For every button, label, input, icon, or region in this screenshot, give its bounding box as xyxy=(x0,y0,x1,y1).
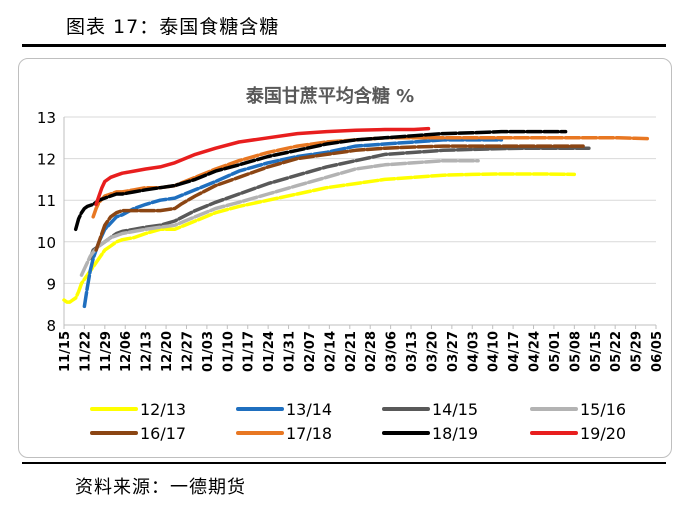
series-line-13-14 xyxy=(82,138,504,309)
x-tick-label: 04/17 xyxy=(507,331,522,372)
y-tick-label: 8 xyxy=(46,317,56,335)
top-rule xyxy=(22,44,666,47)
y-tick-label: 10 xyxy=(37,234,56,252)
x-tick-label: 11/29 xyxy=(99,331,114,372)
x-tick-label: 05/01 xyxy=(548,331,563,372)
source-note: 资料来源：一德期货 xyxy=(75,477,246,498)
series-line-19-20 xyxy=(94,126,431,207)
y-tick-label: 9 xyxy=(46,275,56,293)
x-tick-label: 01/24 xyxy=(262,331,277,372)
x-tick-label: 11/15 xyxy=(58,331,73,372)
x-tick-label: 01/03 xyxy=(201,331,216,372)
x-tick-label: 01/31 xyxy=(283,331,298,372)
x-tick-label: 05/15 xyxy=(589,331,604,372)
x-tick-label: 12/06 xyxy=(119,331,134,372)
series-lines xyxy=(62,126,650,309)
x-tick-label: 02/07 xyxy=(303,331,318,372)
y-tick-label: 11 xyxy=(37,192,56,210)
x-tick-label: 03/20 xyxy=(425,331,440,372)
chart-panel xyxy=(18,58,672,458)
x-tick-label: 06/05 xyxy=(650,331,665,372)
x-tick-label: 12/13 xyxy=(140,331,155,372)
x-tick-label: 04/24 xyxy=(528,331,543,372)
x-tick-label: 11/22 xyxy=(78,331,93,372)
x-tick-label: 03/06 xyxy=(385,331,400,372)
legend-label: 19/20 xyxy=(580,424,626,443)
series-line-16-17 xyxy=(94,144,585,252)
chart-title: 泰国甘蔗平均含糖 % xyxy=(245,85,414,107)
axes xyxy=(63,117,656,326)
x-tick-label: 02/14 xyxy=(323,331,338,372)
bottom-rule xyxy=(22,462,666,464)
x-tick-label: 12/20 xyxy=(160,331,175,372)
legend-label: 12/13 xyxy=(140,400,186,419)
series-line-17-18 xyxy=(91,136,650,219)
legend-label: 13/14 xyxy=(286,400,332,419)
legend-label: 15/16 xyxy=(580,400,626,419)
x-tick-label: 01/10 xyxy=(221,331,236,372)
legend-label: 18/19 xyxy=(432,424,478,443)
y-tick-label: 12 xyxy=(37,151,56,169)
figure-title: 图表 17：泰国食糖含糖 xyxy=(66,16,280,38)
x-tick-label: 02/28 xyxy=(364,331,379,372)
x-tick-label: 01/17 xyxy=(242,331,257,372)
y-tick-labels: 8 9 10 11 12 13 xyxy=(37,109,56,335)
legend-label: 16/17 xyxy=(140,424,186,443)
x-tick-label: 04/03 xyxy=(466,331,481,372)
legend-label: 14/15 xyxy=(432,400,478,419)
x-tick-label: 12/27 xyxy=(180,331,195,372)
x-tick-label: 03/13 xyxy=(405,331,420,372)
x-tick-label: 04/10 xyxy=(487,331,502,372)
series-line-12-13 xyxy=(62,172,577,304)
legend-label: 17/18 xyxy=(286,424,332,443)
x-tick-label: 02/21 xyxy=(344,331,359,372)
series-line-15-16 xyxy=(79,158,480,277)
y-tick-label: 13 xyxy=(37,109,56,127)
series-line-18-19 xyxy=(73,129,568,232)
x-tick-labels: 11/15 11/22 11/29 12/06 12/13 12/20 12/27 01/03… xyxy=(58,325,665,372)
x-tick-label: 05/08 xyxy=(568,331,583,372)
x-tick-label: 05/29 xyxy=(630,331,645,372)
x-tick-label: 03/27 xyxy=(446,331,461,372)
x-tick-label: 05/22 xyxy=(609,331,624,372)
legend: 12/13 13/14 14/15 15/16 16/17 17/18 18/19 19/20 xyxy=(90,400,626,443)
